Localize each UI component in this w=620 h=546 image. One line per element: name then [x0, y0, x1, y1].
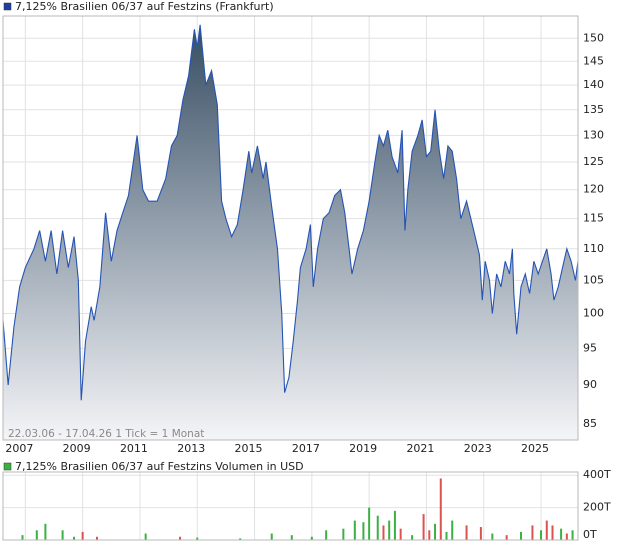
x-tick-label: 2023	[464, 442, 492, 455]
volume-bar	[144, 533, 147, 540]
volume-bar	[505, 535, 508, 540]
x-tick-label: 2007	[5, 442, 33, 455]
volume-bar	[290, 535, 293, 540]
volume-bar	[382, 525, 385, 540]
y-tick-label: 120	[583, 183, 604, 196]
volume-bar	[551, 525, 554, 540]
x-tick-label: 2019	[349, 442, 377, 455]
x-tick-label: 2017	[292, 442, 320, 455]
y-tick-label: 140	[583, 78, 604, 91]
annotation: 22.03.06 - 17.04.26 1 Tick = 1 Monat	[8, 428, 204, 440]
volume-bar	[445, 531, 448, 540]
y-tick-label: 135	[583, 103, 604, 116]
volume-bar	[376, 515, 379, 540]
volume-bar	[61, 530, 64, 540]
plot-frame	[2, 471, 579, 541]
volume-bar	[353, 520, 356, 540]
volume-bar	[95, 536, 98, 540]
volume-bar	[479, 527, 482, 540]
volume-bar	[362, 522, 365, 540]
volume-bar	[196, 537, 199, 540]
legend-swatch	[3, 2, 12, 11]
price-chart: 7,125% Brasilien 06/37 auf Festzins (Fra…	[2, 0, 604, 455]
volume-bar	[393, 510, 396, 540]
plot-background	[3, 472, 578, 540]
y-tick-label: 105	[583, 273, 604, 286]
volume-bar	[310, 536, 313, 540]
x-tick-label: 2009	[63, 442, 91, 455]
x-tick-label: 2015	[235, 442, 263, 455]
volume-bar	[73, 536, 76, 540]
volume-bar	[465, 525, 468, 540]
y-tick-label: 90	[583, 378, 597, 391]
volume-bar	[422, 514, 425, 540]
y-tick-label: 150	[583, 31, 604, 44]
price-line	[2, 24, 579, 401]
volume-bar	[21, 535, 24, 540]
y-tick-label: 125	[583, 155, 604, 168]
volume-bar	[491, 533, 494, 540]
volume-bar	[411, 535, 414, 540]
x-tick-label: 2025	[521, 442, 549, 455]
y-tick-label: 95	[583, 341, 597, 354]
area-fill	[3, 24, 578, 440]
volume-bar	[388, 520, 391, 540]
volume-bar	[540, 530, 543, 540]
volume-bar	[439, 478, 442, 540]
volume-bar	[179, 536, 182, 540]
volume-bar	[270, 533, 273, 540]
volume-bar	[81, 531, 84, 540]
volume-bar	[519, 531, 522, 540]
chart-title: 7,125% Brasilien 06/37 auf Festzins Volu…	[15, 460, 304, 473]
volume-chart: 7,125% Brasilien 06/37 auf Festzins Volu…	[2, 460, 611, 541]
plot-frame	[2, 15, 579, 441]
x-tick-label: 2013	[177, 442, 205, 455]
y-tick-label: 85	[583, 417, 597, 430]
volume-bar	[399, 528, 402, 540]
x-tick-label: 2021	[406, 442, 434, 455]
y-tick-label: 115	[583, 212, 604, 225]
volume-bar	[239, 538, 242, 540]
volume-bar	[434, 523, 437, 540]
volume-bar	[325, 530, 328, 540]
volume-bar	[368, 507, 371, 540]
volume-bar	[35, 530, 38, 540]
volume-bar	[342, 528, 345, 540]
volume-bar	[565, 533, 568, 540]
volume-bar	[545, 520, 548, 540]
y-tick-label: 200T	[583, 501, 611, 514]
y-tick-label: 100	[583, 307, 604, 320]
x-tick-label: 2011	[120, 442, 148, 455]
y-tick-label: 110	[583, 242, 604, 255]
chart-title: 7,125% Brasilien 06/37 auf Festzins (Fra…	[15, 0, 274, 13]
legend-swatch	[3, 462, 12, 471]
y-tick-label: 400T	[583, 468, 611, 481]
volume-bar	[560, 528, 563, 540]
y-tick-label: 130	[583, 128, 604, 141]
volume-bar	[428, 530, 431, 540]
volume-bar	[451, 520, 454, 540]
volume-bar	[44, 523, 47, 540]
volume-bar	[531, 525, 534, 540]
y-tick-label: 145	[583, 54, 604, 67]
y-tick-label: 0T	[583, 528, 597, 541]
volume-bar	[571, 530, 574, 540]
